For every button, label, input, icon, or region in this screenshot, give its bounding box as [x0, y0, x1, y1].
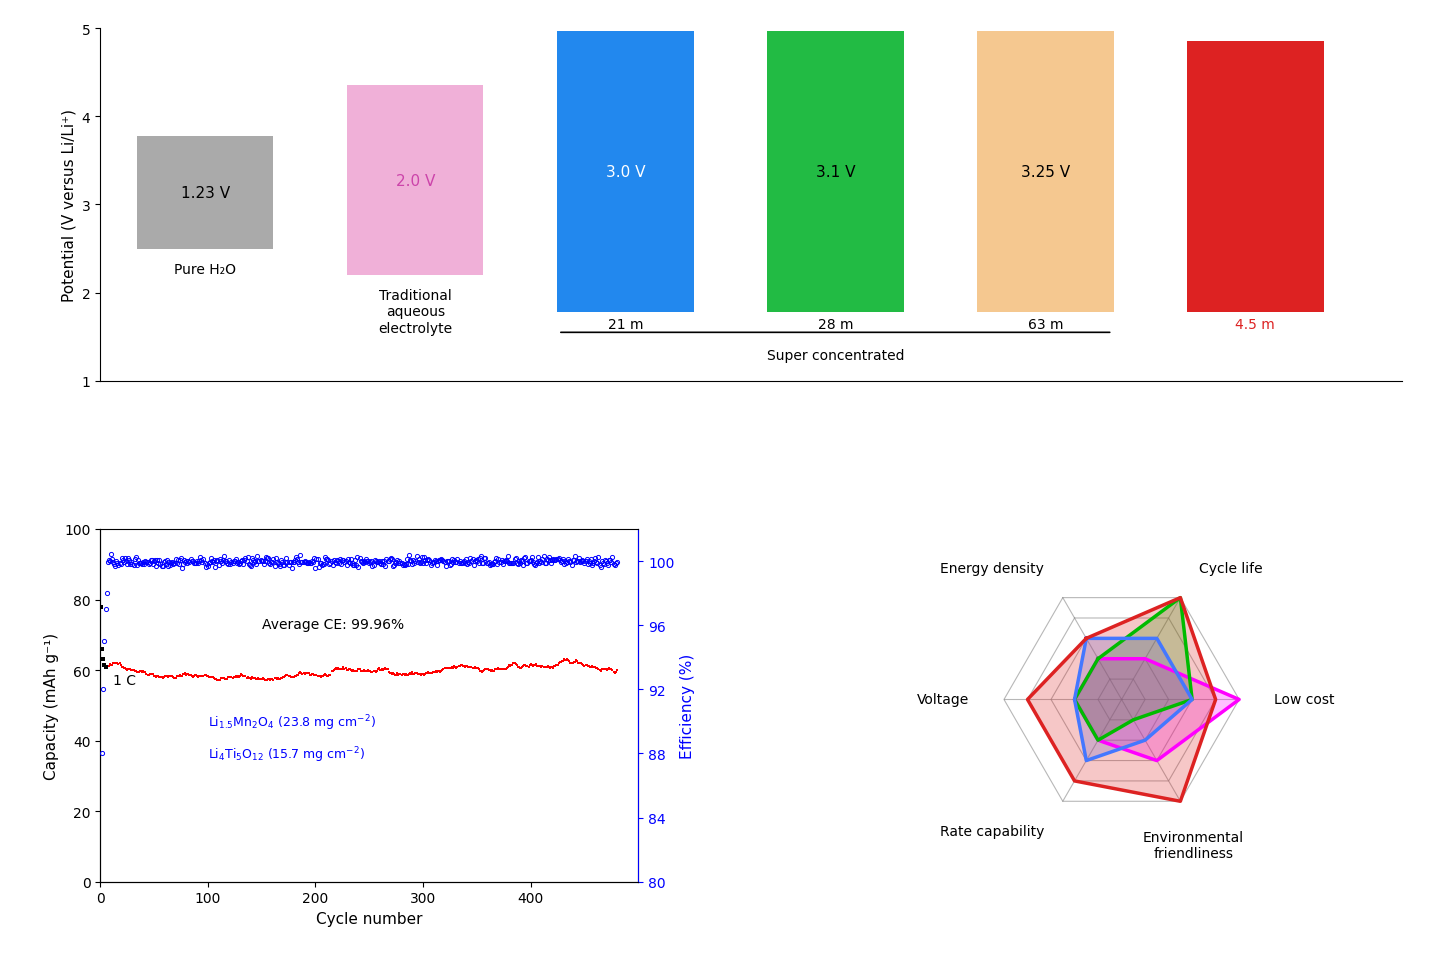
Text: Li$_4$Ti$_5$O$_{12}$ (15.7 mg cm$^{-2}$): Li$_4$Ti$_5$O$_{12}$ (15.7 mg cm$^{-2}$): [207, 744, 365, 765]
Bar: [767, 32, 903, 313]
Text: Voltage: Voltage: [916, 693, 969, 706]
Text: 1.23 V: 1.23 V: [180, 185, 230, 201]
Text: 28 m: 28 m: [817, 318, 853, 332]
Polygon shape: [1075, 598, 1192, 740]
Text: Low cost: Low cost: [1275, 693, 1335, 706]
Text: Super concentrated: Super concentrated: [767, 349, 904, 362]
Text: Cycle life: Cycle life: [1199, 562, 1262, 576]
Text: 3.3 V: 3.3 V: [1235, 170, 1275, 185]
Text: Environmental
friendliness: Environmental friendliness: [1143, 829, 1244, 860]
Y-axis label: Capacity (mAh g⁻¹): Capacity (mAh g⁻¹): [43, 632, 59, 779]
Text: 4.5 m: 4.5 m: [1235, 318, 1275, 332]
Text: 1 C: 1 C: [113, 673, 136, 687]
Text: Energy density: Energy density: [940, 562, 1045, 576]
Polygon shape: [1075, 659, 1239, 761]
Bar: [1188, 43, 1324, 313]
Text: Rate capability: Rate capability: [940, 824, 1045, 838]
Y-axis label: Potential (V versus Li/Li⁺): Potential (V versus Li/Li⁺): [62, 109, 76, 301]
Y-axis label: Efficiency (%): Efficiency (%): [680, 653, 695, 758]
Text: Pure H₂O: Pure H₂O: [175, 263, 236, 276]
Bar: [346, 86, 484, 276]
Text: 63 m: 63 m: [1027, 318, 1063, 332]
Text: 21 m: 21 m: [608, 318, 643, 332]
Text: 3.1 V: 3.1 V: [816, 165, 856, 179]
Bar: [137, 137, 273, 249]
Text: Average CE: 99.96%: Average CE: 99.96%: [262, 617, 404, 631]
X-axis label: Cycle number: Cycle number: [316, 911, 422, 926]
Text: Li$_{1.5}$Mn$_2$O$_4$ (23.8 mg cm$^{-2}$): Li$_{1.5}$Mn$_2$O$_4$ (23.8 mg cm$^{-2}$…: [207, 713, 376, 733]
Bar: [977, 32, 1113, 313]
Bar: [557, 32, 694, 313]
Polygon shape: [1027, 598, 1215, 801]
Text: 3.25 V: 3.25 V: [1020, 165, 1070, 179]
Text: Traditional
aqueous
electrolyte: Traditional aqueous electrolyte: [378, 289, 452, 335]
Polygon shape: [1075, 639, 1192, 761]
Text: 2.0 V: 2.0 V: [395, 173, 435, 189]
Text: 3.0 V: 3.0 V: [605, 165, 645, 179]
